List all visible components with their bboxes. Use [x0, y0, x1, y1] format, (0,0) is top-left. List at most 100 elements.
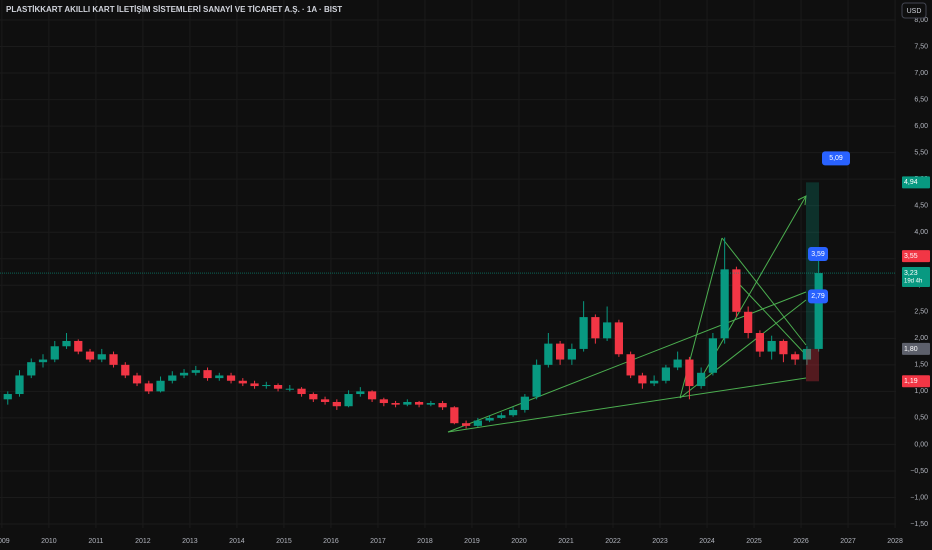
- candle-body: [461, 423, 471, 426]
- candle-body: [438, 403, 447, 408]
- trend-line: [699, 195, 807, 381]
- currency-button[interactable]: [901, 2, 927, 19]
- candle-body: [391, 403, 400, 405]
- y-tick-label: 6,00: [914, 123, 928, 130]
- candle-body: [297, 388, 306, 395]
- y-tick-label: 0,00: [914, 441, 928, 448]
- candle-body: [661, 367, 671, 381]
- y-tick-label: 2,50: [914, 309, 928, 316]
- candle-body: [520, 396, 529, 410]
- candle-body: [791, 354, 800, 360]
- callout-bg: [822, 151, 850, 166]
- x-tick-label: 2015: [276, 538, 292, 545]
- candle-body: [779, 340, 788, 355]
- x-tick-label: 2017: [370, 538, 386, 545]
- x-tick-label: 2028: [887, 538, 903, 545]
- currency-label[interactable]: USD: [907, 8, 922, 15]
- x-tick-label: 2018: [417, 538, 433, 545]
- candle-body: [203, 370, 212, 379]
- y-tick-label: 6,50: [914, 96, 928, 103]
- price-label-bg: [902, 375, 930, 388]
- candle-body: [262, 385, 271, 387]
- price-label-bg: [902, 250, 930, 263]
- candle-body: [156, 380, 165, 392]
- x-tick-label: 2009: [0, 538, 10, 545]
- candle-body: [579, 317, 588, 349]
- candle-body: [744, 311, 753, 334]
- y-tick-label: 7,50: [914, 43, 928, 50]
- candle-body: [732, 269, 741, 312]
- x-tick-label: 2012: [135, 538, 151, 545]
- candle-body: [74, 340, 83, 352]
- candle-body: [473, 420, 482, 426]
- candle-body: [673, 359, 682, 368]
- candle-body: [603, 322, 612, 339]
- trend-line: [447, 377, 807, 433]
- candle-body: [485, 417, 494, 421]
- candle-body: [320, 399, 330, 402]
- y-tick-label: 4,50: [914, 203, 928, 210]
- callout-bg: [808, 246, 828, 261]
- x-tick-label: 2016: [323, 538, 339, 545]
- candle-body: [591, 317, 600, 339]
- candles: 5,09 3,59 2,79: [0, 151, 896, 429]
- candle-body: [38, 359, 48, 363]
- trend-line: [739, 284, 807, 356]
- candle-body: [802, 348, 812, 360]
- candle-body: [638, 375, 647, 384]
- x-tick-label: 2021: [558, 538, 574, 545]
- callout-label: 2,79: [811, 293, 825, 300]
- candle-body: [403, 401, 412, 405]
- candle-body: [97, 354, 106, 360]
- candle-body: [650, 380, 659, 384]
- x-tick-label: 2011: [88, 538, 103, 545]
- candle-body: [767, 340, 776, 352]
- y-tick-label: 5,50: [914, 149, 928, 156]
- x-tick-label: 2010: [41, 538, 57, 545]
- y-tick-label: 2,00: [914, 335, 928, 342]
- candle-body: [626, 354, 635, 376]
- x-tick-label: 2026: [793, 538, 809, 545]
- candle-body: [50, 346, 59, 360]
- x-tick-label: 2024: [699, 538, 715, 545]
- candle-body: [85, 351, 95, 360]
- candle-body: [544, 343, 553, 365]
- price-label: 4,94: [904, 179, 918, 186]
- candle-body: [450, 407, 459, 424]
- candle-body: [556, 343, 565, 360]
- price-countdown: 19d 4h: [904, 279, 922, 285]
- price-label-bg: [902, 267, 930, 288]
- callout-label: 3,59: [811, 251, 825, 258]
- candle-body: [250, 383, 259, 387]
- candle-body: [426, 403, 435, 405]
- candle-body: [379, 399, 388, 404]
- position-loss-zone: [806, 348, 819, 382]
- y-tick-label: −0,50: [910, 468, 928, 475]
- candle-body: [356, 391, 365, 395]
- candle-body: [3, 394, 12, 400]
- candle-body: [226, 375, 236, 381]
- callout-bg: [808, 289, 828, 304]
- x-tick-label: 2014: [229, 538, 245, 545]
- x-tick-label: 2025: [746, 538, 762, 545]
- y-tick-label: 1,50: [914, 362, 928, 369]
- y-tick-label: −1,00: [910, 494, 928, 501]
- candle-body: [708, 338, 718, 373]
- candle-body: [132, 375, 142, 384]
- candle-body: [109, 354, 118, 365]
- candle-body: [332, 401, 341, 407]
- x-tick-label: 2023: [652, 538, 668, 545]
- candle-body: [367, 391, 377, 400]
- x-tick-label: 2020: [511, 538, 527, 545]
- candle-body: [179, 372, 189, 376]
- candle-body: [497, 415, 506, 418]
- candle-body: [144, 383, 153, 392]
- position-profit-zone: [806, 182, 819, 349]
- y-tick-label: 0,50: [914, 415, 928, 422]
- y-tick-label: 4,00: [914, 229, 928, 236]
- price-label: 3,55: [904, 253, 918, 260]
- axes: −1,50 −1,00 −0,50 0,00 0,50 1,00 1,50 2,00 2,50 3…: [0, 17, 930, 545]
- candle-body: [614, 322, 623, 355]
- candle-body: [191, 370, 200, 373]
